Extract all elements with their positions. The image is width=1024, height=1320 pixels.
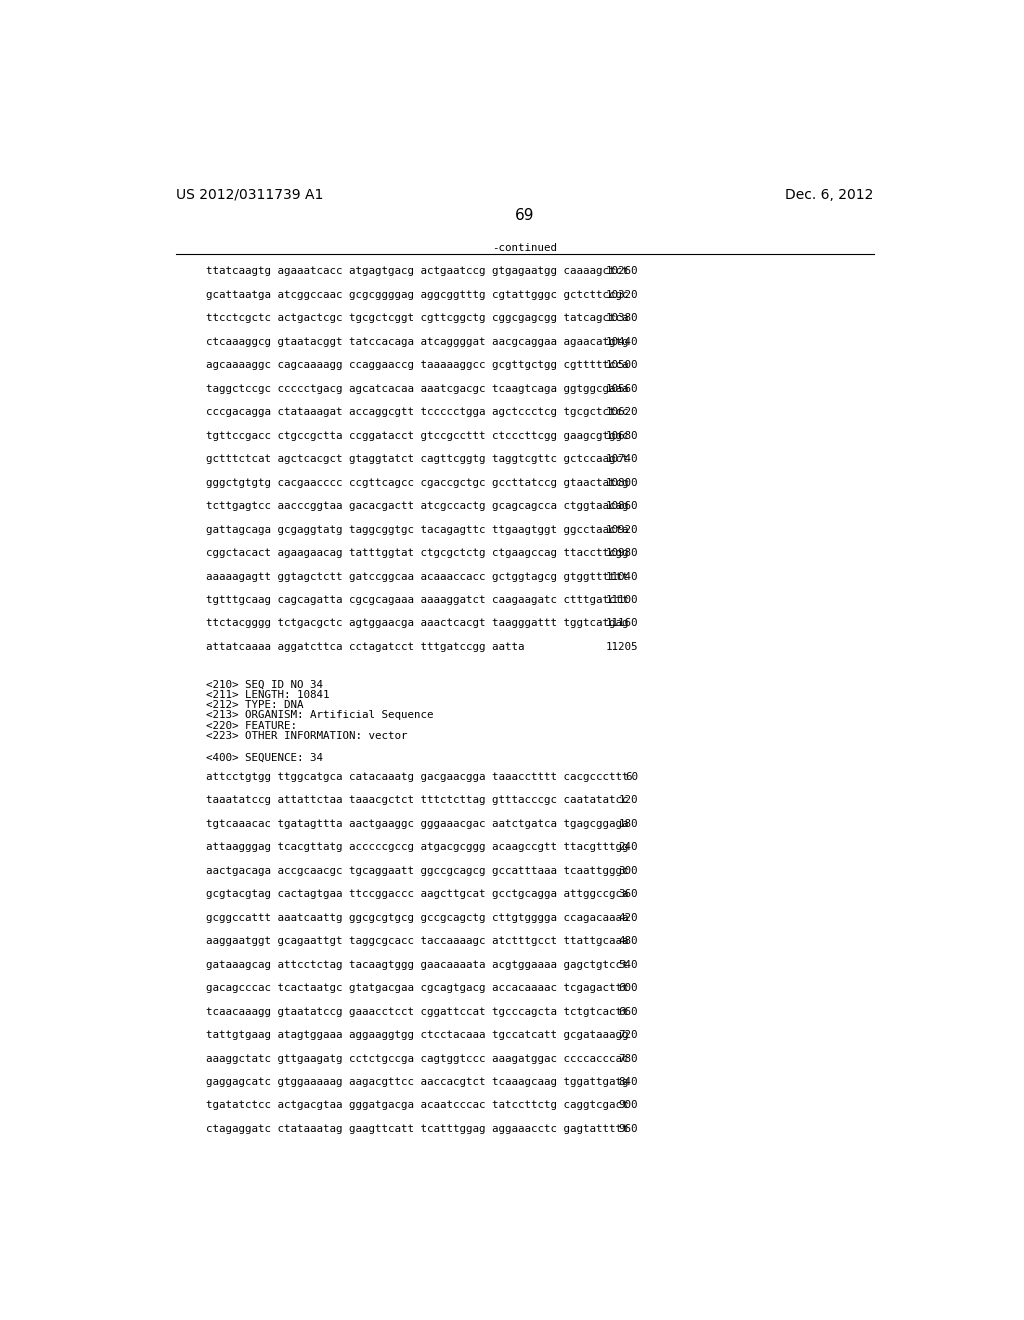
Text: tcttgagtcc aacccggtaa gacacgactt atcgccactg gcagcagcca ctggtaacag: tcttgagtcc aacccggtaa gacacgactt atcgcca…: [206, 502, 628, 511]
Text: Dec. 6, 2012: Dec. 6, 2012: [785, 187, 873, 202]
Text: ttcctcgctc actgactcgc tgcgctcggt cgttcggctg cggcgagcgg tatcagctca: ttcctcgctc actgactcgc tgcgctcggt cgttcgg…: [206, 313, 628, 323]
Text: <213> ORGANISM: Artificial Sequence: <213> ORGANISM: Artificial Sequence: [206, 710, 433, 721]
Text: cccgacagga ctataaagat accaggcgtt tccccctgga agctccctcg tgcgctctcc: cccgacagga ctataaagat accaggcgtt tccccct…: [206, 407, 628, 417]
Text: 10380: 10380: [605, 313, 638, 323]
Text: 10500: 10500: [605, 360, 638, 370]
Text: ctagaggatc ctataaatag gaagttcatt tcatttggag aggaaacctc gagtattttt: ctagaggatc ctataaatag gaagttcatt tcatttg…: [206, 1125, 628, 1134]
Text: agcaaaaggc cagcaaaagg ccaggaaccg taaaaaggcc gcgttgctgg cgtttttcca: agcaaaaggc cagcaaaagg ccaggaaccg taaaaag…: [206, 360, 628, 370]
Text: US 2012/0311739 A1: US 2012/0311739 A1: [176, 187, 324, 202]
Text: gcattaatga atcggccaac gcgcggggag aggcggtttg cgtattgggc gctcttccgc: gcattaatga atcggccaac gcgcggggag aggcggt…: [206, 289, 628, 300]
Text: <400> SEQUENCE: 34: <400> SEQUENCE: 34: [206, 752, 323, 763]
Text: <210> SEQ ID NO 34: <210> SEQ ID NO 34: [206, 680, 323, 689]
Text: gcggccattt aaatcaattg ggcgcgtgcg gccgcagctg cttgtgggga ccagacaaaa: gcggccattt aaatcaattg ggcgcgtgcg gccgcag…: [206, 912, 628, 923]
Text: attaagggag tcacgttatg acccccgccg atgacgcggg acaagccgtt ttacgtttgg: attaagggag tcacgttatg acccccgccg atgacgc…: [206, 842, 628, 853]
Text: <211> LENGTH: 10841: <211> LENGTH: 10841: [206, 689, 329, 700]
Text: 10680: 10680: [605, 430, 638, 441]
Text: tgttccgacc ctgccgctta ccggatacct gtccgccttt ctcccttcgg gaagcgtggc: tgttccgacc ctgccgctta ccggatacct gtccgcc…: [206, 430, 628, 441]
Text: 60: 60: [625, 772, 638, 781]
Text: aaggaatggt gcagaattgt taggcgcacc taccaaaagc atctttgcct ttattgcaaa: aaggaatggt gcagaattgt taggcgcacc taccaaa…: [206, 936, 628, 946]
Text: ctcaaaggcg gtaatacggt tatccacaga atcaggggat aacgcaggaa agaacatgtg: ctcaaaggcg gtaatacggt tatccacaga atcaggg…: [206, 337, 628, 347]
Text: 180: 180: [618, 818, 638, 829]
Text: 600: 600: [618, 983, 638, 993]
Text: ttatcaagtg agaaatcacc atgagtgacg actgaatccg gtgagaatgg caaaagctct: ttatcaagtg agaaatcacc atgagtgacg actgaat…: [206, 267, 628, 276]
Text: 10620: 10620: [605, 407, 638, 417]
Text: 120: 120: [618, 795, 638, 805]
Text: 11040: 11040: [605, 572, 638, 582]
Text: 69: 69: [515, 209, 535, 223]
Text: 660: 660: [618, 1007, 638, 1016]
Text: 10560: 10560: [605, 384, 638, 393]
Text: 11205: 11205: [605, 642, 638, 652]
Text: tgtcaaacac tgatagttta aactgaaggc gggaaacgac aatctgatca tgagcggaga: tgtcaaacac tgatagttta aactgaaggc gggaaac…: [206, 818, 628, 829]
Text: 10440: 10440: [605, 337, 638, 347]
Text: attcctgtgg ttggcatgca catacaaatg gacgaacgga taaacctttt cacgcccttt: attcctgtgg ttggcatgca catacaaatg gacgaac…: [206, 772, 628, 781]
Text: 10320: 10320: [605, 289, 638, 300]
Text: 11100: 11100: [605, 595, 638, 605]
Text: <212> TYPE: DNA: <212> TYPE: DNA: [206, 700, 303, 710]
Text: 10920: 10920: [605, 524, 638, 535]
Text: gcgtacgtag cactagtgaa ttccggaccc aagcttgcat gcctgcagga attggccgca: gcgtacgtag cactagtgaa ttccggaccc aagcttg…: [206, 890, 628, 899]
Text: gctttctcat agctcacgct gtaggtatct cagttcggtg taggtcgttc gctccaagct: gctttctcat agctcacgct gtaggtatct cagttcg…: [206, 454, 628, 465]
Text: gattagcaga gcgaggtatg taggcggtgc tacagagttc ttgaagtggt ggcctaacta: gattagcaga gcgaggtatg taggcggtgc tacagag…: [206, 524, 628, 535]
Text: 540: 540: [618, 960, 638, 970]
Text: <223> OTHER INFORMATION: vector: <223> OTHER INFORMATION: vector: [206, 731, 407, 742]
Text: 480: 480: [618, 936, 638, 946]
Text: aactgacaga accgcaacgc tgcaggaatt ggccgcagcg gccatttaaa tcaattgggc: aactgacaga accgcaacgc tgcaggaatt ggccgca…: [206, 866, 628, 875]
Text: 960: 960: [618, 1125, 638, 1134]
Text: gaggagcatc gtggaaaaag aagacgttcc aaccacgtct tcaaagcaag tggattgatg: gaggagcatc gtggaaaaag aagacgttcc aaccacg…: [206, 1077, 628, 1086]
Text: 900: 900: [618, 1101, 638, 1110]
Text: 720: 720: [618, 1030, 638, 1040]
Text: 10980: 10980: [605, 548, 638, 558]
Text: cggctacact agaagaacag tatttggtat ctgcgctctg ctgaagccag ttaccttcgg: cggctacact agaagaacag tatttggtat ctgcgct…: [206, 548, 628, 558]
Text: <220> FEATURE:: <220> FEATURE:: [206, 721, 297, 731]
Text: tgatatctcc actgacgtaa gggatgacga acaatcccac tatccttctg caggtcgact: tgatatctcc actgacgtaa gggatgacga acaatcc…: [206, 1101, 628, 1110]
Text: ttctacgggg tctgacgctc agtggaacga aaactcacgt taagggattt tggtcatgag: ttctacgggg tctgacgctc agtggaacga aaactca…: [206, 619, 628, 628]
Text: 420: 420: [618, 912, 638, 923]
Text: aaaaagagtt ggtagctctt gatccggcaa acaaaccacc gctggtagcg gtggtttttt: aaaaagagtt ggtagctctt gatccggcaa acaaacc…: [206, 572, 628, 582]
Text: tcaacaaagg gtaatatccg gaaacctcct cggattccat tgcccagcta tctgtcactt: tcaacaaagg gtaatatccg gaaacctcct cggattc…: [206, 1007, 628, 1016]
Text: 10740: 10740: [605, 454, 638, 465]
Text: taggctccgc ccccctgacg agcatcacaa aaatcgacgc tcaagtcaga ggtggcgaaa: taggctccgc ccccctgacg agcatcacaa aaatcga…: [206, 384, 628, 393]
Text: 10860: 10860: [605, 502, 638, 511]
Text: 360: 360: [618, 890, 638, 899]
Text: gacagcccac tcactaatgc gtatgacgaa cgcagtgacg accacaaaac tcgagacttt: gacagcccac tcactaatgc gtatgacgaa cgcagtg…: [206, 983, 628, 993]
Text: 780: 780: [618, 1053, 638, 1064]
Text: attatcaaaa aggatcttca cctagatcct tttgatccgg aatta: attatcaaaa aggatcttca cctagatcct tttgatc…: [206, 642, 524, 652]
Text: tgtttgcaag cagcagatta cgcgcagaaa aaaaggatct caagaagatc ctttgatctt: tgtttgcaag cagcagatta cgcgcagaaa aaaagga…: [206, 595, 628, 605]
Text: 10260: 10260: [605, 267, 638, 276]
Text: aaaggctatc gttgaagatg cctctgccga cagtggtccc aaagatggac ccccacccac: aaaggctatc gttgaagatg cctctgccga cagtggt…: [206, 1053, 628, 1064]
Text: 11160: 11160: [605, 619, 638, 628]
Text: 10800: 10800: [605, 478, 638, 487]
Text: 300: 300: [618, 866, 638, 875]
Text: gggctgtgtg cacgaacccc ccgttcagcc cgaccgctgc gccttatccg gtaactatcg: gggctgtgtg cacgaacccc ccgttcagcc cgaccgc…: [206, 478, 628, 487]
Text: 840: 840: [618, 1077, 638, 1086]
Text: taaatatccg attattctaa taaacgctct tttctcttag gtttacccgc caatatatcc: taaatatccg attattctaa taaacgctct tttctct…: [206, 795, 628, 805]
Text: tattgtgaag atagtggaaa aggaaggtgg ctcctacaaa tgccatcatt gcgataaagg: tattgtgaag atagtggaaa aggaaggtgg ctcctac…: [206, 1030, 628, 1040]
Text: gataaagcag attcctctag tacaagtggg gaacaaaata acgtggaaaa gagctgtcct: gataaagcag attcctctag tacaagtggg gaacaaa…: [206, 960, 628, 970]
Text: -continued: -continued: [493, 243, 557, 253]
Text: 240: 240: [618, 842, 638, 853]
